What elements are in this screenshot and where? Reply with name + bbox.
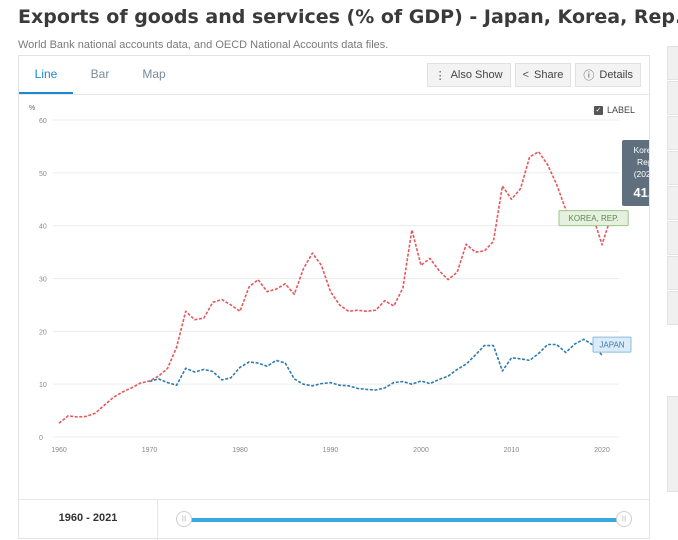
year-slider-start-handle[interactable]: ||| (176, 511, 192, 527)
series-label-box (592, 336, 632, 353)
also-show-button[interactable]: ⋮ Also Show (426, 63, 511, 87)
series-label-box (558, 210, 629, 227)
line-chart: % 0 10 20 30 40 50 60 1960 1970 1980 1990 2000 2010 20… (29, 105, 649, 454)
label-checkbox[interactable]: ✓ (593, 105, 603, 115)
year-range: 1960 - 2021 (58, 512, 118, 524)
tooltip-box (622, 140, 649, 206)
source-note: World Bank national accounts data, and O… (18, 39, 389, 51)
side-tab-8[interactable] (667, 291, 678, 325)
label-toggle[interactable]: ✓ LABEL (593, 105, 635, 115)
chart-actions: ⋮ Also Show < Share ⓘ Details (426, 63, 641, 87)
series-line-japan (149, 338, 603, 391)
details-label: Details (599, 69, 633, 81)
series-line-korea-rep (58, 150, 612, 424)
y-tick-label: 10 (39, 382, 47, 389)
footer-vertical-divider (157, 499, 158, 540)
y-tick-label: 60 (39, 118, 47, 125)
tabs-divider (19, 94, 649, 95)
series-label: JAPAN (599, 341, 624, 350)
side-tab-3[interactable] (667, 116, 678, 150)
side-tab-1[interactable] (667, 46, 678, 80)
y-tick-label: 20 (39, 329, 47, 336)
y-tick-label: 50 (39, 171, 47, 178)
tooltip-country-line1: Korea, (633, 145, 649, 155)
more-vertical-icon: ⋮ (434, 69, 446, 82)
x-tick-label: 1980 (232, 447, 248, 454)
also-show-label: Also Show (450, 69, 503, 81)
x-tick-label: 2000 (413, 447, 429, 454)
y-tick-label: 30 (39, 277, 47, 284)
tooltip-value: 41.7 (633, 185, 649, 200)
tab-map[interactable]: Map (142, 67, 166, 81)
share-icon: < (522, 69, 530, 81)
x-tick-label: 1970 (142, 447, 158, 454)
side-tab-4[interactable] (667, 151, 678, 185)
tooltip-country-line2: Rep. (637, 157, 649, 167)
chart-panel: Line Bar Map ⋮ Also Show < Share ⓘ Detai… (18, 55, 650, 540)
tab-bar[interactable]: Bar (90, 67, 110, 81)
info-icon: ⓘ (583, 70, 595, 82)
tooltip-year: (2021) (634, 169, 649, 179)
year-slider-track[interactable] (184, 518, 624, 522)
y-tick-label: 0 (39, 435, 43, 442)
side-tab-9[interactable] (667, 396, 678, 492)
x-tick-label: 2020 (594, 447, 610, 454)
share-button[interactable]: < Share (514, 63, 572, 87)
side-tab-5[interactable] (667, 186, 678, 220)
chart-type-tabs: Line Bar Map (19, 56, 181, 94)
side-tab-7[interactable] (667, 256, 678, 290)
y-axis-unit: % (29, 105, 35, 112)
label-toggle-text: LABEL (606, 105, 635, 115)
details-button[interactable]: ⓘ Details (575, 63, 641, 87)
x-tick-label: 1960 (51, 447, 67, 454)
side-panel-tabs (667, 46, 678, 508)
tab-line[interactable]: Line (19, 56, 73, 94)
series-label: KOREA, REP. (569, 214, 619, 223)
x-tick-label: 1990 (323, 447, 339, 454)
x-tick-label: 2010 (504, 447, 520, 454)
side-tab-6[interactable] (667, 221, 678, 255)
share-label: Share (534, 69, 564, 81)
footer-divider (19, 499, 649, 500)
year-slider-end-handle[interactable]: ||| (616, 511, 632, 527)
side-tab-2[interactable] (667, 81, 678, 115)
page-title: Exports of goods and services (% of GDP)… (18, 6, 678, 28)
y-tick-label: 40 (39, 224, 47, 231)
